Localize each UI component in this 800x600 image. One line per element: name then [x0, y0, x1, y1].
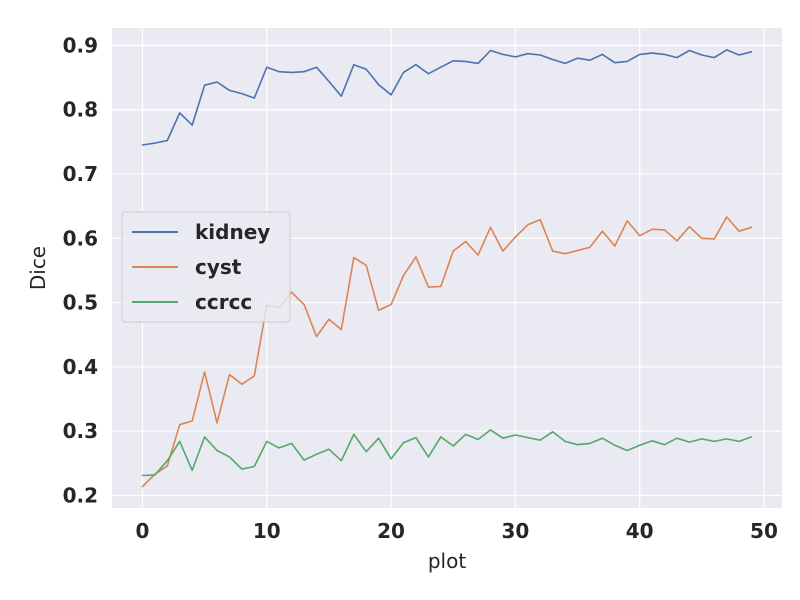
y-tick-label: 0.3	[63, 419, 98, 443]
y-tick-label: 0.5	[63, 291, 98, 315]
x-tick-label: 10	[253, 519, 281, 543]
y-axis-label: Dice	[26, 246, 50, 290]
y-tick-label: 0.7	[63, 162, 98, 186]
legend: kidney cyst ccrcc	[121, 211, 291, 323]
y-tick-label: 0.6	[63, 226, 98, 250]
x-tick-label: 20	[377, 519, 405, 543]
legend-box	[121, 211, 291, 323]
y-axis-ticks: 0.2 0.3 0.4 0.5 0.6 0.7 0.8 0.9	[63, 33, 98, 507]
series-line-ccrcc	[141, 429, 753, 477]
x-tick-label: 40	[626, 519, 654, 543]
x-tick-label: 0	[135, 519, 149, 543]
x-tick-label: 30	[501, 519, 529, 543]
y-tick-label: 0.4	[63, 355, 98, 379]
y-tick-label: 0.2	[63, 483, 98, 507]
legend-label-cyst: cyst	[195, 255, 242, 279]
series-line-cyst	[141, 216, 753, 488]
x-axis-ticks: 0 10 20 30 40 50	[135, 519, 777, 543]
legend-label-ccrcc: ccrcc	[195, 290, 252, 314]
x-axis-label: plot	[428, 549, 466, 573]
grid	[112, 28, 782, 508]
legend-label-kidney: kidney	[195, 220, 270, 244]
series-lines	[141, 49, 753, 488]
y-tick-label: 0.9	[63, 33, 98, 57]
y-tick-label: 0.8	[63, 98, 98, 122]
series-line-kidney	[141, 49, 753, 146]
x-tick-label: 50	[750, 519, 778, 543]
